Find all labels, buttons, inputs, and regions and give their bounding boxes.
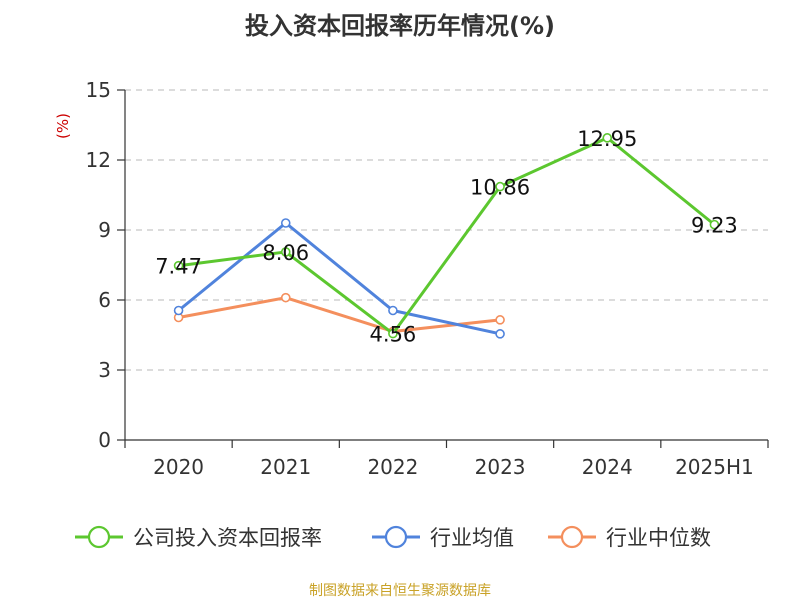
y-tick-label: 3 xyxy=(98,358,111,382)
data-point xyxy=(602,133,613,143)
data-point xyxy=(388,305,398,316)
data-point xyxy=(709,219,720,230)
y-tick-label: 0 xyxy=(98,428,111,452)
series-line xyxy=(177,136,716,336)
data-point xyxy=(495,329,505,339)
data-label: 4.56 xyxy=(370,323,417,347)
legend: 公司投入资本回报率 行业均值 行业中位数 xyxy=(75,525,711,550)
data-label: 12.95 xyxy=(577,127,637,151)
gridlines xyxy=(125,89,768,371)
series-line xyxy=(177,221,502,336)
x-tick-label: 2023 xyxy=(475,455,526,479)
data-point xyxy=(495,181,505,192)
y-tick-label: 9 xyxy=(98,218,111,242)
data-point xyxy=(173,305,184,316)
series-line xyxy=(177,296,502,333)
data-point xyxy=(495,315,505,325)
data-point xyxy=(173,260,184,271)
axes: 0 3 6 9 12 15 2020 2021 2022 2023 2024 2025H1 xyxy=(86,78,769,479)
x-tick-label: 2024 xyxy=(582,455,633,479)
data-label: 9.23 xyxy=(691,214,738,238)
data-point xyxy=(280,292,291,303)
source-note: 制图数据来自恒生聚源数据库 xyxy=(309,583,491,599)
x-tick-label: 2021 xyxy=(260,455,311,479)
legend-swatch-marker xyxy=(560,525,584,549)
y-tick-label: 6 xyxy=(98,288,111,312)
data-labels: 7.47 8.06 4.56 10.86 12.95 9.23 xyxy=(155,127,738,347)
legend-swatch-marker xyxy=(384,525,408,549)
data-label: 7.47 xyxy=(155,255,202,279)
legend-swatch-marker xyxy=(87,525,111,549)
y-axis-unit-label: (%) xyxy=(54,113,72,139)
data-label: 8.06 xyxy=(262,241,309,265)
series-lines xyxy=(173,133,720,339)
legend-label: 行业中位数 xyxy=(606,526,711,550)
x-tick-label: 2022 xyxy=(367,455,418,479)
data-label: 10.86 xyxy=(470,176,530,200)
x-tick-label: 2025H1 xyxy=(675,455,754,479)
y-tick-label: 15 xyxy=(86,78,111,102)
data-point xyxy=(280,218,291,228)
legend-label: 行业均值 xyxy=(430,526,514,550)
legend-label: 公司投入资本回报率 xyxy=(133,526,322,550)
chart-title: 投入资本回报率历年情况(%) xyxy=(245,12,555,40)
data-point xyxy=(280,247,291,257)
data-point xyxy=(388,328,398,339)
y-tick-label: 12 xyxy=(86,148,111,172)
x-tick-label: 2020 xyxy=(153,455,204,479)
